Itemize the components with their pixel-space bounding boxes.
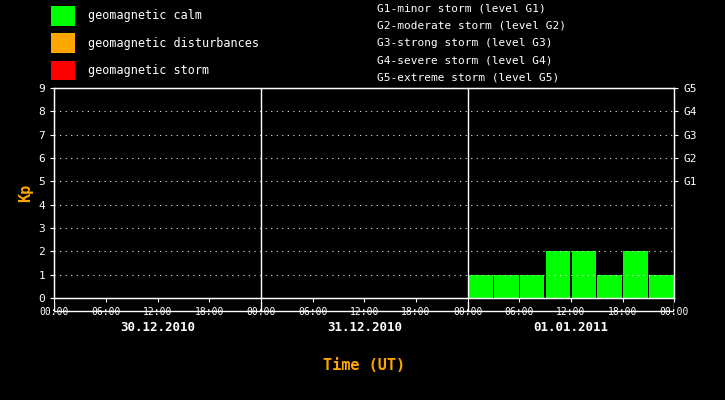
Bar: [597, 275, 622, 298]
Bar: [51, 61, 75, 80]
Text: G3-strong storm (level G3): G3-strong storm (level G3): [377, 38, 552, 48]
Text: 31.12.2010: 31.12.2010: [327, 321, 402, 334]
Text: G2-moderate storm (level G2): G2-moderate storm (level G2): [377, 21, 566, 31]
Text: Time (UT): Time (UT): [323, 358, 405, 374]
Text: 30.12.2010: 30.12.2010: [120, 321, 195, 334]
Bar: [51, 34, 75, 53]
Y-axis label: Kp: Kp: [18, 184, 33, 202]
Bar: [51, 6, 75, 26]
Text: G5-extreme storm (level G5): G5-extreme storm (level G5): [377, 72, 559, 82]
Text: G4-severe storm (level G4): G4-severe storm (level G4): [377, 55, 552, 65]
Bar: [494, 275, 518, 298]
Text: geomagnetic disturbances: geomagnetic disturbances: [88, 37, 259, 50]
Bar: [624, 251, 647, 298]
Text: geomagnetic calm: geomagnetic calm: [88, 9, 202, 22]
Bar: [520, 275, 544, 298]
Bar: [649, 275, 674, 298]
Bar: [468, 275, 493, 298]
Text: G1-minor storm (level G1): G1-minor storm (level G1): [377, 4, 546, 14]
Bar: [571, 251, 596, 298]
Text: geomagnetic storm: geomagnetic storm: [88, 64, 209, 77]
Text: 01.01.2011: 01.01.2011: [534, 321, 608, 334]
Bar: [546, 251, 571, 298]
